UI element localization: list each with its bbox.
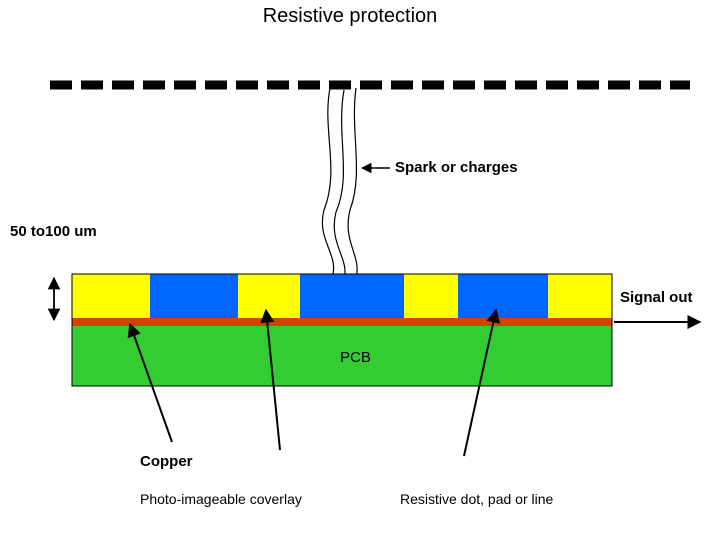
resistive-block-3 [458,274,548,318]
diagram-title: Resistive protection [263,5,438,27]
spark-path-3 [348,88,357,278]
signal-out-label: Signal out [620,289,693,306]
copper-layer [72,318,612,326]
resistive-block-1 [150,274,238,318]
coverlay-label: Photo-imageable coverlay [140,491,302,507]
thickness-label: 50 to100 um [10,223,97,240]
copper-label: Copper [140,453,193,470]
spark-lines [322,88,357,280]
spark-path-1 [322,88,333,278]
pcb-label: PCB [340,349,371,366]
spark-label: Spark or charges [395,159,518,176]
resistive-label: Resistive dot, pad or line [400,491,554,507]
spark-path-2 [334,90,345,280]
resistive-block-2 [300,274,404,318]
layer-stack [72,274,612,386]
